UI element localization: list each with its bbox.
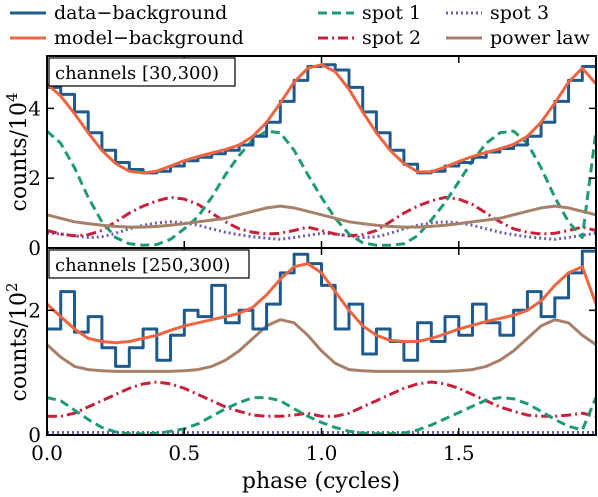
panel-bottom-ylabel: counts/102	[3, 283, 32, 402]
series-spot-1-line	[46, 396, 598, 436]
y-tick-label: 0	[28, 423, 41, 447]
x-tick-label: 1.0	[306, 441, 338, 465]
panel-bottom: 02 channels [250,300) counts/102	[3, 247, 598, 447]
x-axis-ticks: 0.0 0.5 1.0 1.5	[31, 441, 475, 465]
series-spot-3-line	[46, 220, 597, 241]
series-spot-2-line	[47, 380, 597, 418]
panel-bottom-label-box	[48, 249, 250, 279]
legend-entry-model-background: model−background	[10, 27, 244, 49]
panel-top-ylabel: counts/104	[3, 93, 32, 212]
panel-bottom-yticks: 02	[28, 248, 596, 447]
series-spot-2-line	[46, 195, 597, 238]
ylabel-text: counts/10	[7, 102, 32, 211]
x-tick-label: 1.5	[443, 441, 475, 465]
ylabel-exponent: 4	[3, 93, 21, 103]
legend-entry-spot-3: spot 3	[446, 2, 549, 24]
legend-entry-power-law: power law	[446, 27, 591, 49]
y-tick-label: 2	[28, 166, 41, 190]
panel-bottom-label: channels [250,300)	[55, 255, 230, 276]
legend-label: spot 1	[362, 2, 421, 24]
ylabel-exponent: 2	[3, 283, 21, 293]
panel-top: 0 2 4 channels [30,300) counts/104	[3, 55, 598, 260]
legend-label: data−background	[54, 2, 227, 24]
y-tick-label: 0	[28, 236, 41, 260]
x-tick-label: 0.0	[31, 441, 63, 465]
y-tick-label: 4	[28, 96, 41, 120]
legend-entry-spot-1: spot 1	[318, 2, 421, 24]
y-tick-label: 2	[28, 298, 41, 322]
legend: data−background spot 1 spot 3 model−back…	[10, 2, 591, 49]
legend-entry-data-background: data−background	[10, 2, 227, 24]
x-tick-label: 0.5	[168, 441, 200, 465]
series-power-law-line	[46, 204, 597, 229]
panel-top-label: channels [30,300)	[55, 63, 219, 84]
series-model-background-line	[45, 262, 598, 345]
legend-label: spot 2	[362, 27, 421, 49]
ylabel-text: counts/10	[7, 292, 32, 401]
panel-top-label-box	[48, 57, 236, 87]
panel-bottom-series	[45, 249, 598, 436]
series-power-law-line	[45, 318, 597, 373]
legend-label: model−background	[54, 27, 244, 49]
series-spot-1-line	[46, 129, 598, 247]
panel-top-series	[46, 63, 598, 247]
series-model-background-line	[46, 63, 598, 175]
legend-label: spot 3	[490, 2, 549, 24]
legend-label: power law	[490, 27, 591, 49]
x-axis-label: phase (cycles)	[242, 469, 400, 494]
legend-entry-spot-2: spot 2	[318, 27, 421, 49]
